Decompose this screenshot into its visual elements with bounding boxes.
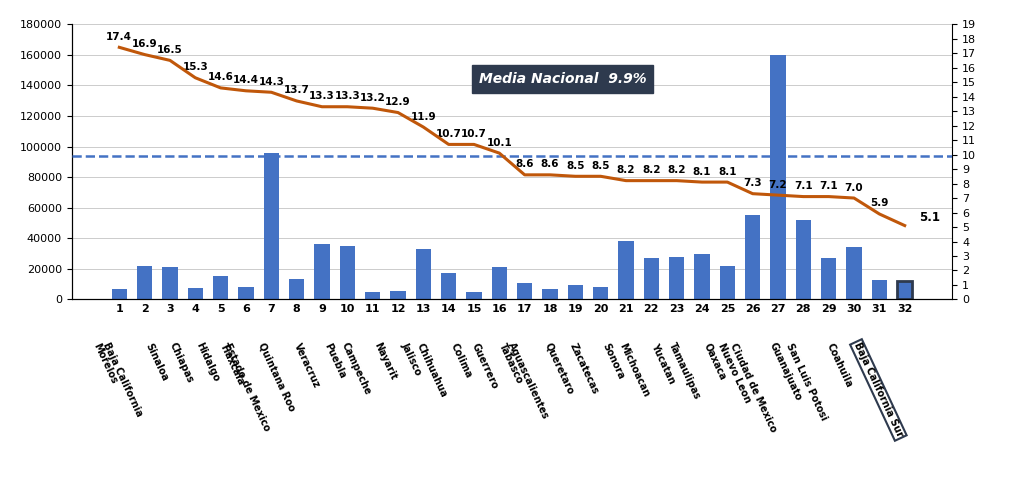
Bar — [567, 285, 583, 299]
Bar — [593, 287, 608, 299]
Bar — [770, 55, 785, 299]
Text: Guerrero: Guerrero — [469, 341, 500, 390]
Text: 8.2: 8.2 — [642, 165, 660, 175]
Text: 8.1: 8.1 — [693, 167, 712, 177]
Bar — [543, 289, 558, 299]
Text: Zacatecas: Zacatecas — [568, 341, 601, 395]
Bar — [340, 246, 355, 299]
Text: Sonora: Sonora — [600, 341, 626, 381]
Bar — [669, 256, 684, 299]
Bar — [517, 284, 532, 299]
Bar — [390, 291, 406, 299]
Text: 13.3: 13.3 — [335, 91, 360, 101]
Bar — [871, 280, 887, 299]
Bar — [796, 220, 811, 299]
Bar — [644, 258, 658, 299]
Bar — [720, 266, 735, 299]
Text: Veracruz: Veracruz — [293, 341, 322, 389]
Text: 8.2: 8.2 — [616, 165, 635, 175]
Bar — [847, 247, 861, 299]
Text: 15.3: 15.3 — [182, 62, 208, 72]
Bar — [492, 268, 507, 299]
Text: 8.5: 8.5 — [592, 161, 610, 171]
Text: 5.1: 5.1 — [919, 211, 940, 224]
Text: Oaxaca: Oaxaca — [701, 341, 727, 382]
Text: 17.4: 17.4 — [106, 32, 132, 42]
Text: Estado de Mexico: Estado de Mexico — [222, 341, 271, 432]
Text: 8.6: 8.6 — [515, 159, 534, 170]
Text: Hidalgo: Hidalgo — [194, 341, 220, 384]
Text: Tlaxcala: Tlaxcala — [218, 341, 246, 386]
Text: 10.1: 10.1 — [486, 138, 512, 148]
Text: Coahuila: Coahuila — [824, 341, 854, 389]
Text: 14.6: 14.6 — [208, 72, 233, 83]
Bar — [897, 281, 912, 299]
Text: 16.5: 16.5 — [157, 45, 183, 55]
Text: 8.1: 8.1 — [718, 167, 736, 177]
Bar — [314, 244, 330, 299]
Bar — [745, 215, 760, 299]
Text: Yucatan: Yucatan — [649, 341, 677, 385]
Text: 13.3: 13.3 — [309, 91, 335, 101]
Bar — [264, 153, 279, 299]
Legend: CASOS ACUMULADOS, TASA  DE LETALIDAD: CASOS ACUMULADOS, TASA DE LETALIDAD — [300, 478, 636, 483]
Bar — [289, 279, 304, 299]
Bar — [163, 268, 177, 299]
Text: 10.7: 10.7 — [461, 129, 487, 139]
Text: 8.2: 8.2 — [668, 165, 686, 175]
Text: 10.7: 10.7 — [436, 129, 462, 139]
Bar — [239, 287, 254, 299]
Bar — [821, 258, 837, 299]
Text: Quintana Roo: Quintana Roo — [256, 341, 297, 413]
Text: Nayarit: Nayarit — [372, 341, 398, 382]
Text: San Luis Potosi: San Luis Potosi — [784, 341, 828, 422]
Bar — [694, 254, 710, 299]
Text: Jalisco: Jalisco — [399, 341, 423, 377]
Bar — [137, 266, 153, 299]
Text: 7.0: 7.0 — [845, 183, 863, 193]
Text: 13.2: 13.2 — [359, 93, 385, 103]
Text: Tamaulipas: Tamaulipas — [667, 341, 702, 401]
Bar — [441, 273, 457, 299]
Text: Aguascalientes: Aguascalientes — [506, 341, 550, 421]
Text: 8.5: 8.5 — [566, 161, 585, 171]
Text: 14.3: 14.3 — [258, 77, 285, 87]
Text: Media Nacional  9.9%: Media Nacional 9.9% — [479, 72, 646, 86]
Text: Puebla: Puebla — [323, 341, 347, 380]
Text: Guanajuato: Guanajuato — [768, 341, 804, 403]
Text: 7.2: 7.2 — [769, 180, 787, 190]
Text: Morelos: Morelos — [92, 341, 120, 385]
Text: Campeche: Campeche — [340, 341, 373, 397]
Text: Baja California: Baja California — [101, 341, 144, 419]
Text: 7.3: 7.3 — [743, 178, 762, 188]
Text: Michoacan: Michoacan — [617, 341, 651, 398]
Text: Nuevo Leon: Nuevo Leon — [717, 341, 753, 404]
Text: 12.9: 12.9 — [385, 97, 411, 107]
Bar — [366, 292, 380, 299]
Text: 7.1: 7.1 — [794, 181, 813, 191]
Bar — [213, 276, 228, 299]
Text: Tabasco: Tabasco — [497, 341, 524, 385]
Text: 7.1: 7.1 — [819, 181, 838, 191]
Text: Sinaloa: Sinaloa — [143, 341, 170, 382]
Bar — [187, 288, 203, 299]
Bar — [466, 292, 481, 299]
Bar — [112, 289, 127, 299]
Text: 8.6: 8.6 — [541, 159, 559, 170]
Text: Durango: Durango — [850, 341, 880, 388]
Text: Ciudad de Mexico: Ciudad de Mexico — [728, 341, 778, 433]
Text: 16.9: 16.9 — [132, 39, 158, 49]
Text: Colima: Colima — [450, 341, 474, 379]
Bar — [618, 242, 634, 299]
Text: Chiapas: Chiapas — [168, 341, 196, 385]
Text: 5.9: 5.9 — [870, 199, 889, 209]
Text: 11.9: 11.9 — [411, 112, 436, 122]
Text: Queretaro: Queretaro — [543, 341, 575, 396]
Text: 14.4: 14.4 — [233, 75, 259, 85]
Bar — [416, 249, 431, 299]
Text: 13.7: 13.7 — [284, 85, 309, 96]
Text: Chihuahua: Chihuahua — [415, 341, 449, 398]
Text: Baja California Sur: Baja California Sur — [852, 341, 904, 439]
